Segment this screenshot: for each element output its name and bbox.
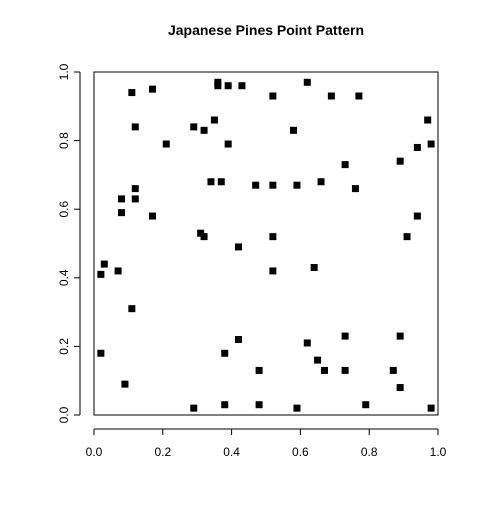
data-point	[118, 209, 126, 217]
data-point	[269, 181, 277, 189]
data-point	[413, 143, 421, 151]
data-point	[389, 366, 397, 374]
data-point	[403, 233, 411, 241]
data-point	[148, 212, 156, 220]
data-point	[200, 233, 208, 241]
data-point	[234, 243, 242, 251]
y-tick-label: 0.8	[57, 132, 71, 149]
data-point	[327, 92, 335, 100]
y-tick-label: 0.4	[57, 269, 71, 286]
data-point	[221, 401, 229, 409]
data-point	[190, 404, 198, 412]
data-point	[427, 404, 435, 412]
data-point	[118, 195, 126, 203]
data-point	[341, 161, 349, 169]
data-point	[255, 366, 263, 374]
data-point	[269, 233, 277, 241]
x-tick-label: 0.0	[86, 445, 103, 459]
x-tick-label: 0.2	[154, 445, 171, 459]
chart-title: Japanese Pines Point Pattern	[168, 22, 364, 38]
data-point	[341, 366, 349, 374]
data-point	[310, 264, 318, 272]
data-point	[290, 126, 298, 134]
data-point	[190, 123, 198, 131]
data-point	[255, 401, 263, 409]
data-point	[217, 178, 225, 186]
data-point	[234, 336, 242, 344]
data-point	[131, 195, 139, 203]
x-tick-label: 1.0	[430, 445, 447, 459]
data-point	[200, 126, 208, 134]
data-point	[97, 349, 105, 357]
data-point	[424, 116, 432, 124]
data-point	[128, 89, 136, 97]
data-point	[97, 270, 105, 278]
data-point	[121, 380, 129, 388]
data-point	[162, 140, 170, 148]
y-tick-label: 0.0	[57, 406, 71, 423]
plot-frame	[93, 71, 439, 416]
y-axis: 0.0 0.2 0.4 0.6 0.8 1.0	[57, 63, 81, 423]
points-layer	[97, 78, 435, 412]
y-tick-label: 0.6	[57, 201, 71, 218]
y-tick-label: 0.2	[57, 338, 71, 355]
data-point	[303, 339, 311, 347]
x-axis: 0.0 0.2 0.4 0.6 0.8 1.0	[86, 428, 447, 459]
data-point	[131, 123, 139, 131]
data-point	[269, 92, 277, 100]
data-point	[224, 82, 232, 90]
x-tick-label: 0.4	[223, 445, 240, 459]
data-point	[396, 332, 404, 340]
data-point	[252, 181, 260, 189]
y-tick-label: 1.0	[57, 63, 71, 80]
data-point	[351, 185, 359, 193]
x-tick-label: 0.8	[361, 445, 378, 459]
data-point	[100, 260, 108, 268]
data-point	[293, 404, 301, 412]
data-point	[317, 178, 325, 186]
data-point	[427, 140, 435, 148]
data-point	[303, 78, 311, 86]
data-point	[314, 356, 322, 364]
data-point	[128, 305, 136, 313]
data-point	[293, 181, 301, 189]
data-point	[148, 85, 156, 93]
data-point	[341, 332, 349, 340]
data-point	[269, 267, 277, 275]
data-point	[238, 82, 246, 90]
data-point	[355, 92, 363, 100]
data-point	[210, 116, 218, 124]
data-point	[214, 78, 222, 86]
data-point	[396, 157, 404, 165]
data-point	[114, 267, 122, 275]
x-tick-label: 0.6	[292, 445, 309, 459]
data-point	[131, 185, 139, 193]
data-point	[207, 178, 215, 186]
data-point	[221, 349, 229, 357]
data-point	[396, 384, 404, 392]
data-point	[320, 366, 328, 374]
data-point	[362, 401, 370, 409]
data-point	[413, 212, 421, 220]
data-point	[224, 140, 232, 148]
